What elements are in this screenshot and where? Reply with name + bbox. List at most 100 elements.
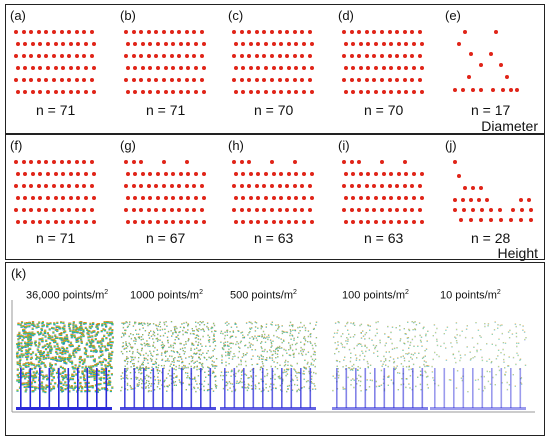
cloud-point [254,349,257,351]
tree-point [499,63,503,67]
cloud-point [66,339,69,342]
cloud-point [355,359,358,361]
cloud-point [221,359,223,361]
cloud-point [197,349,200,352]
cloud-point [161,358,164,361]
tree-point [479,218,483,222]
cloud-point [269,349,271,351]
cloud-point [352,336,355,338]
tree-point [241,42,246,46]
cloud-point [108,354,111,357]
cloud-point [167,341,169,344]
tree-point [372,184,377,188]
cloud-point [230,342,233,344]
tree-point [380,54,384,58]
cloud-point [282,354,284,357]
cloud-point [225,381,228,383]
cloud-point [44,344,47,347]
cloud-point [282,371,284,374]
cloud-point [44,390,47,394]
cloud-point [249,337,251,339]
cloud-point [106,331,109,334]
point-cloud-forest [16,321,114,410]
tree-point [15,42,20,46]
cloud-point [97,373,100,376]
cloud-point [61,356,64,359]
cloud-point [34,340,37,343]
cloud-point [278,375,281,377]
cloud-point [239,347,241,349]
tree-point [387,54,392,58]
cloud-point [127,325,129,328]
cloud-point [183,367,185,369]
cloud-point [221,356,223,358]
cloud-point [91,335,94,338]
cloud-point [92,365,95,368]
tree-point [308,30,312,34]
cloud-point [254,321,256,323]
cloud-point [249,327,251,329]
cloud-point [290,330,292,332]
cloud-point [197,341,200,344]
cloud-point [154,346,156,349]
cloud-point [139,353,141,355]
cloud-point [200,354,203,356]
tree-point [372,54,377,58]
cloud-point [309,322,311,325]
cloud-point [270,378,272,380]
tree-point [76,90,81,94]
tree-trunk [345,368,348,408]
density-label: 10 points/m2 [440,289,501,302]
cloud-point [375,385,378,388]
tree-point [155,196,160,200]
cloud-point [166,336,169,338]
cloud-point [139,368,141,371]
cloud-point [153,334,156,337]
cloud-point [471,337,474,339]
cloud-point [138,322,140,324]
cloud-point [303,378,305,380]
tree-point [300,208,305,212]
tree-point [309,90,314,94]
cloud-point [492,376,494,379]
cloud-point [196,383,198,385]
cloud-point [111,329,114,332]
cloud-point [136,333,138,335]
cloud-point [79,382,82,385]
cloud-point [484,387,486,390]
tree-point [498,208,502,212]
cloud-point [63,358,66,361]
cloud-point [43,331,46,334]
cloud-point [134,321,136,323]
cloud-point [23,382,26,385]
cloud-point [254,330,257,332]
tree-point [139,78,144,82]
cloud-point [297,371,300,374]
cloud-point [151,366,153,368]
cloud-point [63,370,66,373]
cloud-point [72,327,75,330]
cloud-point [260,378,262,380]
cloud-point [188,377,190,379]
cloud-point [175,336,177,338]
cloud-point [261,341,263,343]
cloud-point [434,331,437,334]
cloud-point [424,355,426,357]
cloud-point [129,343,131,346]
cloud-point [27,338,30,341]
cloud-point [464,336,467,339]
cloud-point [74,324,77,327]
cloud-point [170,346,172,348]
cloud-point [393,360,396,363]
cloud-point [212,350,214,352]
cloud-point [183,344,185,346]
cloud-point [67,324,71,327]
tree-trunk [281,368,283,408]
cloud-point [483,375,485,378]
cloud-point [215,365,218,367]
cloud-point [356,344,358,347]
cloud-point [16,361,19,364]
cloud-point [207,366,209,368]
cloud-point [202,328,204,330]
cloud-point [347,338,349,341]
